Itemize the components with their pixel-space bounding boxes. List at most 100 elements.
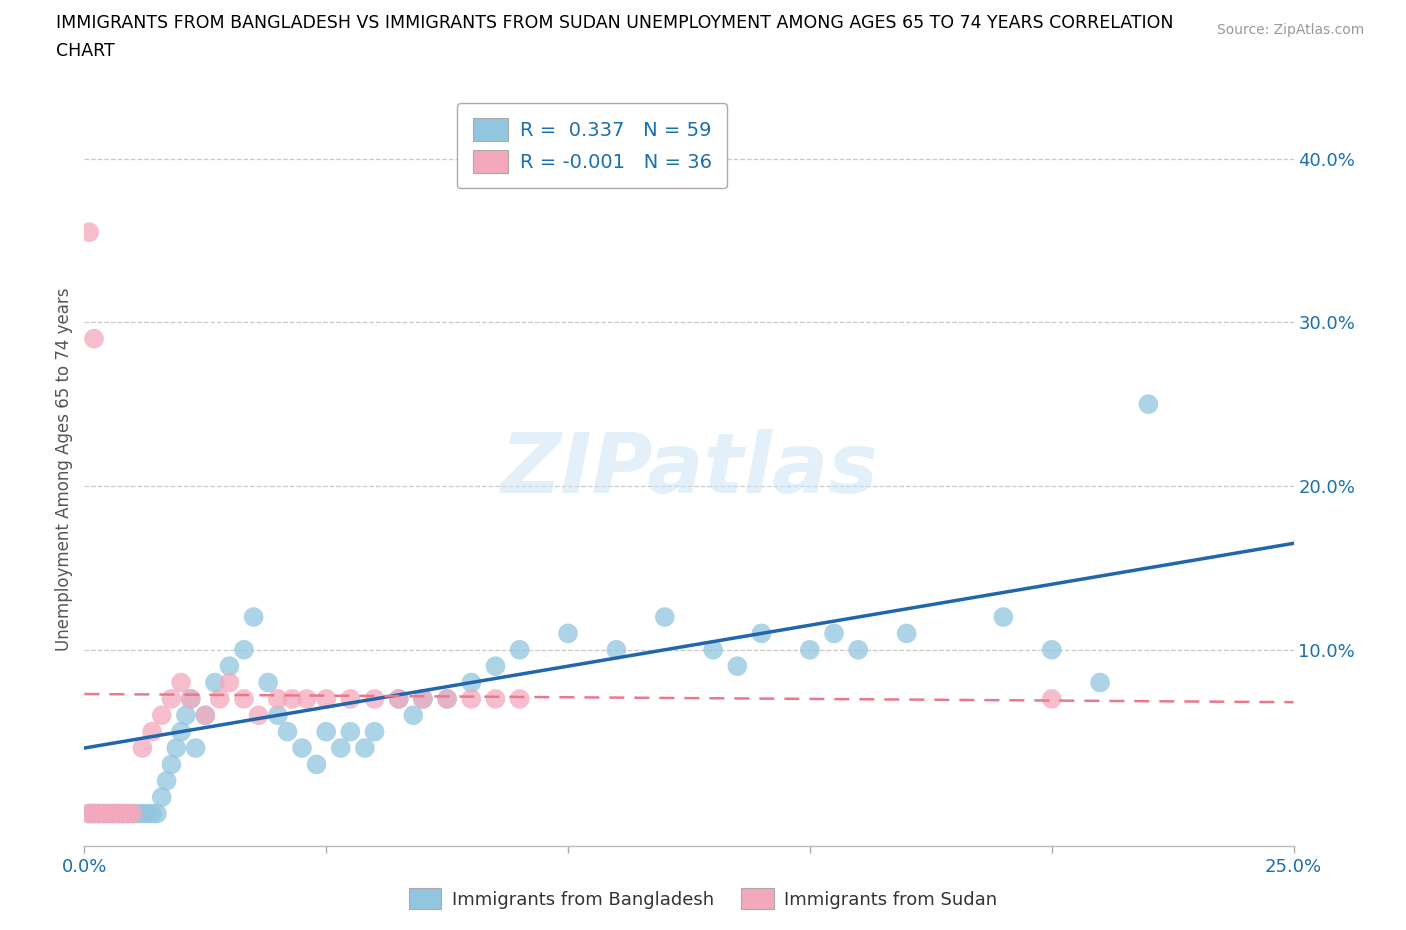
Point [247,708,270,723]
Point [117,806,139,821]
Point [194,708,217,723]
Point [702,643,724,658]
Point [180,692,202,707]
Point [233,692,256,707]
Point [295,692,318,707]
Point [281,692,304,707]
Point [412,692,434,707]
Text: ZIPatlas: ZIPatlas [501,429,877,511]
Point [204,675,226,690]
Point [233,643,256,658]
Point [170,724,193,739]
Point [751,626,773,641]
Point [77,225,100,240]
Point [150,708,173,723]
Y-axis label: Unemployment Among Ages 65 to 74 years: Unemployment Among Ages 65 to 74 years [55,288,73,651]
Point [1088,675,1111,690]
Point [436,692,458,707]
Point [267,692,290,707]
Point [823,626,845,641]
Point [339,692,361,707]
Point [1040,692,1063,707]
Point [267,708,290,723]
Point [83,331,105,346]
Point [1137,397,1160,412]
Point [412,692,434,707]
Point [1040,643,1063,658]
Point [131,806,153,821]
Point [329,740,352,755]
Point [509,643,531,658]
Point [112,806,135,821]
Point [388,692,411,707]
Point [117,806,139,821]
Point [103,806,125,821]
Text: Source: ZipAtlas.com: Source: ZipAtlas.com [1216,23,1364,37]
Point [83,806,105,821]
Text: CHART: CHART [56,42,115,60]
Point [83,806,105,821]
Point [605,643,627,658]
Point [184,740,207,755]
Point [315,692,337,707]
Point [993,609,1015,624]
Point [121,806,143,821]
Point [208,692,231,707]
Point [93,806,115,821]
Text: IMMIGRANTS FROM BANGLADESH VS IMMIGRANTS FROM SUDAN UNEMPLOYMENT AMONG AGES 65 T: IMMIGRANTS FROM BANGLADESH VS IMMIGRANTS… [56,14,1174,32]
Point [654,609,676,624]
Point [112,806,135,821]
Point [180,692,202,707]
Point [257,675,280,690]
Point [896,626,918,641]
Point [93,806,115,821]
Point [291,740,314,755]
Point [121,806,143,821]
Point [218,675,240,690]
Point [363,724,385,739]
Point [388,692,411,707]
Point [160,692,183,707]
Legend: Immigrants from Bangladesh, Immigrants from Sudan: Immigrants from Bangladesh, Immigrants f… [401,881,1005,916]
Point [315,724,337,739]
Point [131,740,153,755]
Point [77,806,100,821]
Point [339,724,361,739]
Point [87,806,110,821]
Point [725,658,748,673]
Point [155,774,177,789]
Point [146,806,169,821]
Point [87,806,110,821]
Point [77,806,100,821]
Point [436,692,458,707]
Legend: R =  0.337   N = 59, R = -0.001   N = 36: R = 0.337 N = 59, R = -0.001 N = 36 [457,102,727,189]
Point [363,692,385,707]
Point [484,658,506,673]
Point [460,692,482,707]
Point [107,806,129,821]
Point [557,626,579,641]
Point [160,757,183,772]
Point [150,790,173,804]
Point [107,806,129,821]
Point [141,806,163,821]
Point [165,740,187,755]
Point [509,692,531,707]
Point [846,643,869,658]
Point [103,806,125,821]
Point [276,724,298,739]
Point [97,806,120,821]
Point [305,757,328,772]
Point [242,609,264,624]
Point [127,806,149,821]
Point [141,724,163,739]
Point [460,675,482,690]
Point [170,675,193,690]
Point [218,658,240,673]
Point [484,692,506,707]
Point [136,806,159,821]
Point [799,643,821,658]
Point [97,806,120,821]
Point [194,708,217,723]
Point [354,740,377,755]
